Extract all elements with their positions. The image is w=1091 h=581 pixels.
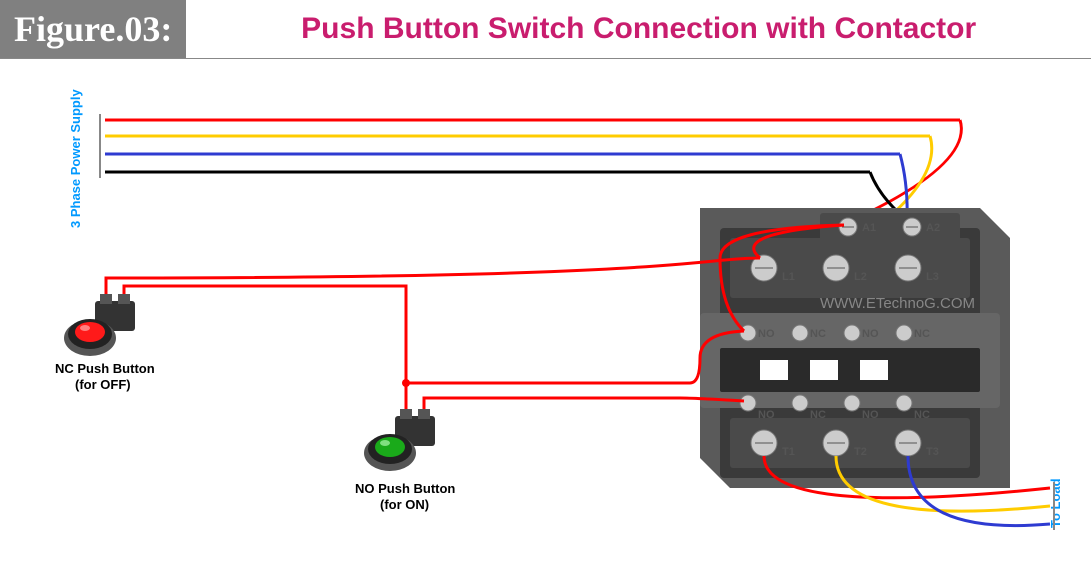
term-no-3: NO <box>758 409 775 421</box>
term-t1: T1 <box>782 446 795 458</box>
figure-number: Figure.03: <box>14 8 172 50</box>
term-l3: L3 <box>926 271 939 283</box>
term-a2: A2 <box>926 222 940 234</box>
load-label: To Load <box>1048 478 1063 528</box>
nc-out-line <box>124 286 406 383</box>
supply-label: 3 Phase Power Supply <box>68 89 83 228</box>
term-nc-2: NC <box>914 328 930 340</box>
term-nc-3: NC <box>810 409 826 421</box>
nc-label-1: NC Push Button <box>55 361 155 376</box>
no-out-to-aux-bottom <box>424 398 744 409</box>
term-t3: T3 <box>926 446 939 458</box>
no-push-button <box>364 409 435 471</box>
no-label-1: NO Push Button <box>355 481 455 496</box>
term-nc-1: NC <box>810 328 826 340</box>
watermark: WWW.ETechnoG.COM <box>820 295 975 312</box>
phase-to-nc-in <box>106 258 760 294</box>
diagram-canvas: 3 Phase Power Supply <box>0 58 1091 581</box>
contactor: A1 A2 L1 L2 L3 T1 T2 T3 NO NC NO NC NO N… <box>700 208 1010 488</box>
term-nc-4: NC <box>914 409 930 421</box>
figure-title: Push Button Switch Connection with Conta… <box>186 0 1091 58</box>
junction-to-aux-no-top <box>406 331 744 383</box>
title-bar: Figure.03: Push Button Switch Connection… <box>0 0 1091 59</box>
term-l2: L2 <box>854 271 867 283</box>
no-label-2: (for ON) <box>380 497 429 512</box>
figure-number-box: Figure.03: <box>0 0 186 58</box>
term-t2: T2 <box>854 446 867 458</box>
term-no-2: NO <box>862 328 879 340</box>
term-no-4: NO <box>862 409 879 421</box>
nc-label-2: (for OFF) <box>75 377 131 392</box>
term-no-1: NO <box>758 328 775 340</box>
term-l1: L1 <box>782 271 795 283</box>
nc-push-button <box>64 294 135 356</box>
term-a1: A1 <box>862 222 876 234</box>
